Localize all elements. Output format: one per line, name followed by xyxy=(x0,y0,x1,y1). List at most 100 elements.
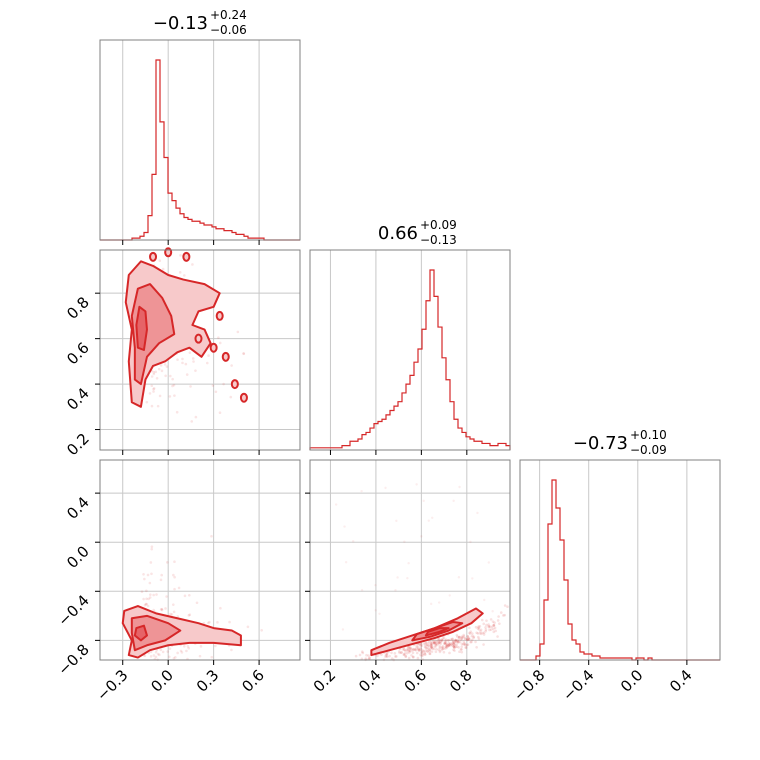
sample-point xyxy=(466,637,470,641)
sample-point xyxy=(160,369,164,373)
sample-point xyxy=(429,640,433,644)
panel-2-0 xyxy=(95,459,301,665)
sample-point xyxy=(455,645,459,649)
contour-middle xyxy=(130,614,182,652)
sample-point xyxy=(173,560,176,564)
sample-point xyxy=(411,651,415,655)
sample-point xyxy=(385,655,389,659)
sample-point xyxy=(185,373,189,376)
sample-point xyxy=(478,631,482,635)
sample-point xyxy=(428,652,431,655)
sample-point xyxy=(466,643,470,646)
sample-point xyxy=(145,597,148,601)
sample-point xyxy=(172,383,176,387)
y-tick-label-p2: 0.0 xyxy=(63,542,93,572)
sample-point xyxy=(176,615,180,618)
sample-point xyxy=(447,641,450,645)
sample-point xyxy=(409,646,412,650)
sample-point xyxy=(183,594,187,598)
sample-point xyxy=(441,639,444,643)
sample-point xyxy=(496,635,499,638)
sample-point xyxy=(476,635,480,639)
sample-point xyxy=(399,651,403,655)
sample-point xyxy=(439,642,442,645)
sample-point xyxy=(487,561,491,564)
sample-point xyxy=(412,655,415,659)
sample-point xyxy=(469,630,473,633)
sample-point xyxy=(450,642,453,646)
sample-point xyxy=(458,650,461,654)
panel-frame xyxy=(519,459,721,661)
sample-point xyxy=(403,648,406,651)
sample-point xyxy=(499,611,503,614)
x-tick-label-p1: 0.8 xyxy=(446,666,476,696)
sample-point xyxy=(430,645,433,649)
sample-point xyxy=(475,631,478,635)
title-lower-error: −0.09 xyxy=(630,443,667,457)
sample-point xyxy=(474,640,477,644)
sample-point xyxy=(444,642,448,646)
sample-point xyxy=(447,638,450,642)
sample-point xyxy=(183,274,186,277)
sample-point xyxy=(487,624,491,628)
sample-point xyxy=(170,613,174,616)
sample-point xyxy=(147,597,150,601)
sample-point xyxy=(181,361,184,365)
sample-point xyxy=(230,648,233,652)
sample-point xyxy=(447,644,451,647)
contour-island xyxy=(194,333,203,344)
sample-point xyxy=(422,649,425,653)
sample-point xyxy=(411,655,415,659)
sample-point xyxy=(477,637,481,641)
sample-point xyxy=(489,628,493,631)
sample-point xyxy=(430,643,433,647)
sample-point xyxy=(456,635,459,638)
sample-point xyxy=(459,648,463,651)
sample-point xyxy=(427,644,430,647)
sample-point xyxy=(411,649,414,652)
sample-point xyxy=(424,641,427,645)
sample-point xyxy=(438,641,442,645)
sample-point xyxy=(454,638,457,642)
sample-point xyxy=(415,651,419,655)
sample-point xyxy=(142,572,145,576)
sample-point xyxy=(395,519,398,523)
sample-point xyxy=(150,545,154,549)
sample-point xyxy=(468,626,471,630)
sample-point xyxy=(210,655,214,659)
sample-point xyxy=(451,637,454,641)
panel-0-0 xyxy=(99,39,301,245)
sample-point xyxy=(458,635,461,639)
sample-point xyxy=(409,647,413,650)
sample-point xyxy=(191,357,195,360)
sample-point xyxy=(419,643,423,646)
sample-point xyxy=(161,267,165,271)
sample-point xyxy=(457,646,460,649)
x-tick-label-p0: 0.3 xyxy=(193,666,223,696)
y-tick-label-p1: 0.4 xyxy=(63,384,93,414)
sample-point xyxy=(467,638,471,641)
x-tick-label-p1: 0.6 xyxy=(401,666,431,696)
sample-point xyxy=(184,362,188,366)
sample-point xyxy=(426,641,429,644)
sample-point xyxy=(460,637,464,641)
sample-point xyxy=(454,639,458,642)
sample-point xyxy=(187,646,191,650)
sample-point xyxy=(453,649,456,652)
sample-point xyxy=(417,648,421,651)
sample-point xyxy=(156,404,160,408)
sample-point xyxy=(185,649,188,653)
x-tick-label-p2: −0.4 xyxy=(559,666,597,704)
sample-point xyxy=(420,644,424,647)
sample-point xyxy=(452,641,456,644)
sample-point xyxy=(177,586,181,590)
sample-point xyxy=(407,646,410,649)
sample-point xyxy=(206,621,210,625)
sample-point xyxy=(440,648,443,652)
title-value: −0.73 xyxy=(573,433,628,454)
sample-point xyxy=(187,614,191,617)
sample-point xyxy=(450,637,454,641)
sample-point xyxy=(150,384,154,388)
sample-point xyxy=(351,540,355,543)
sample-point xyxy=(434,642,438,646)
